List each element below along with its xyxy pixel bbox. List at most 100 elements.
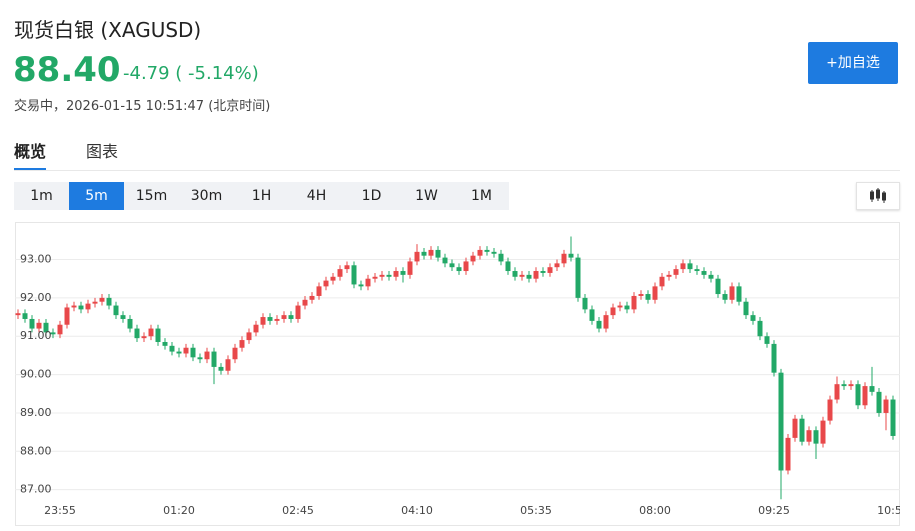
candle-body [232,347,238,360]
interval-button[interactable]: 1D [361,188,382,204]
tab[interactable]: 概览 [14,138,47,171]
interval-button[interactable]: 1M [471,188,492,204]
interval-button[interactable]: 5m [69,182,124,210]
candle-body [190,347,196,358]
candle-body [337,269,343,277]
candle-body [820,420,826,444]
candle-body [841,384,847,387]
candle-body [561,253,567,264]
candle-body [694,269,700,272]
x-tick-label: 01:20 [163,504,195,517]
candle-body [869,386,875,392]
candle-body [582,297,588,310]
candle-body [883,399,889,413]
candle-body [743,301,749,316]
candle-body [183,347,189,354]
candle-body [848,384,854,387]
candle-body [834,384,840,400]
candle-body [85,303,91,310]
candle-body [309,295,315,300]
candle-body [477,249,483,256]
candle-body [29,318,35,329]
y-tick-label: 93.00 [20,253,52,266]
candle-body [358,284,364,287]
candle-body [36,322,42,329]
candle-body [71,305,77,308]
candle-body [876,391,882,413]
candle-body [344,265,350,270]
candle-body [379,274,385,277]
candle-body [498,253,504,262]
candle-body [78,305,84,310]
candle-body [421,251,427,256]
tab[interactable]: 图表 [86,142,119,161]
candle-body [603,315,609,329]
interval-button[interactable]: 1m [30,188,53,204]
candle-body [267,317,273,321]
candle-body [624,305,630,310]
candle-body [442,257,448,264]
candle-body [176,351,182,354]
divider [14,170,900,171]
candle-body [22,313,28,319]
candle-body [708,274,714,279]
candle-body [365,278,371,287]
candle-body [253,324,259,333]
candle-body [484,249,490,252]
add-watchlist-button[interactable]: +加自选 [808,42,898,84]
candle-body [806,430,812,442]
candle-body [414,251,420,262]
candle-body [323,280,329,287]
candle-body [610,307,616,316]
candle-body [757,320,763,337]
y-tick-label: 87.00 [20,483,52,496]
x-tick-label: 05:35 [520,504,552,517]
candle-body [687,263,693,270]
candle-body [701,271,707,275]
candle-body [519,274,525,277]
candle-body [274,318,280,321]
candle-body [435,249,441,258]
candle-body [617,305,623,308]
price: 88.40 [13,50,121,90]
candle-body [400,271,406,275]
candle-body [92,301,98,304]
y-tick-label: 89.00 [20,406,52,419]
y-tick-label: 88.00 [20,444,52,457]
candle-body [127,318,133,329]
x-tick-label: 09:25 [758,504,790,517]
candle-body [197,357,203,360]
candle-body [862,386,868,406]
candle-body [288,315,294,319]
candle-icon [870,188,886,203]
candle-body [792,418,798,438]
candle-body [106,297,112,306]
candle-body [330,276,336,281]
candle-body [351,265,357,285]
candle-body [470,255,476,262]
chart-frame [15,222,900,526]
candle-body [260,317,266,325]
candle-body [722,294,728,300]
interval-button[interactable]: 4H [306,188,327,204]
candle-body [393,271,399,277]
candle-body [246,332,252,341]
candle-body [211,351,217,367]
x-tick-label: 08:00 [639,504,671,517]
candle-body [463,261,469,272]
chart-type-button[interactable] [856,182,900,210]
candle-body [771,343,777,373]
candle-body [750,315,756,321]
candle-body [568,253,574,258]
candle-body [813,430,819,444]
interval-button[interactable]: 30m [190,188,223,204]
interval-button[interactable]: 1W [415,188,438,204]
candle-body [169,345,175,352]
candle-body [113,305,119,316]
candle-body [148,328,154,337]
interval-button[interactable]: 1H [251,188,272,204]
interval-button[interactable]: 15m [135,188,168,204]
candle-body [204,351,210,360]
